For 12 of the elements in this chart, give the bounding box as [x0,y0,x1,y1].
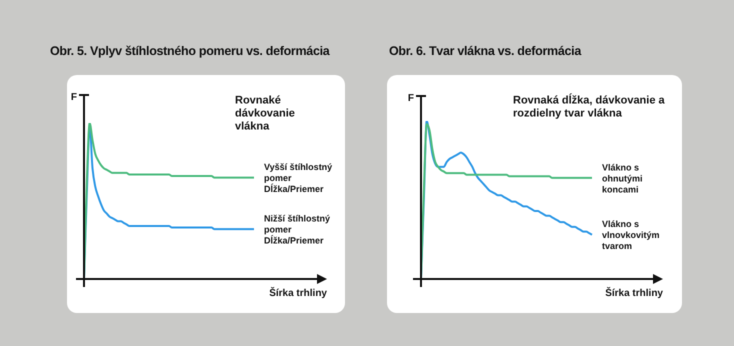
series-label: Vyšší štíhlostný pomer Dĺžka/Priemer [264,162,332,194]
x-axis-title: Šírka trhliny [269,286,328,299]
annotation: Rovnaké dávkovanie vlákna [235,94,295,133]
series-label: Vlákno s ohnutými koncami [602,162,642,194]
series-label: Vlákno s vlnovkovitým tvarom [602,219,660,252]
x-axis-title: Šírka trhliny [605,286,664,299]
text: Rovnaká dĺžka, dávkovanie a rozdielny tvar vlákna [513,92,666,120]
y-axis-title: F [408,92,414,104]
series-label: Nižší štíhlostný pomer Dĺžka/Priemer [264,214,330,246]
chart-title: Obr. 5. Vplyv štíhlostného pomeru vs. deformácia [50,44,330,58]
chart-title: Obr. 6. Tvar vlákna vs. deformácia [389,44,581,58]
y-axis-title: F [70,92,77,103]
